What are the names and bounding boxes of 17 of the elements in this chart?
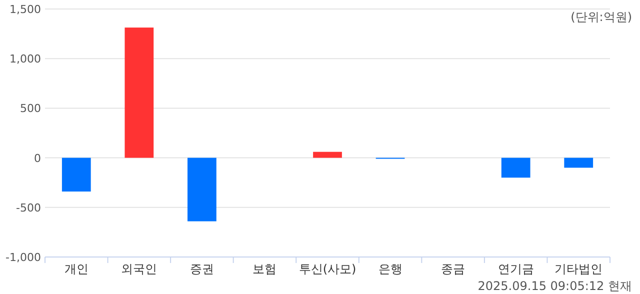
y-tick-label: 1,500 bbox=[10, 3, 41, 16]
x-tick-label: 보험 bbox=[252, 262, 277, 276]
x-tick-label: 종금 bbox=[441, 262, 466, 276]
x-tick-label: 투신(사모) bbox=[298, 262, 356, 276]
annotation: (단위:억원) bbox=[570, 10, 632, 24]
y-tick-label: -1,000 bbox=[6, 251, 41, 264]
x-tick-label: 증권 bbox=[190, 262, 214, 276]
y-tick-label: 0 bbox=[34, 152, 41, 165]
x-tick-label: 개인 bbox=[64, 262, 88, 276]
x-tick-label: 연기금 bbox=[498, 262, 534, 276]
text: 2025.09.15 09:05:12 현재 bbox=[478, 279, 632, 293]
x-tick-label: 외국인 bbox=[121, 262, 158, 276]
x-tick-label: 기타법인 bbox=[554, 262, 603, 276]
y-tick-label: -500 bbox=[16, 201, 41, 214]
x-tick-label: 은행 bbox=[378, 262, 402, 276]
y-tick-label: 500 bbox=[20, 102, 41, 116]
y-tick-label: 1,000 bbox=[10, 52, 41, 66]
